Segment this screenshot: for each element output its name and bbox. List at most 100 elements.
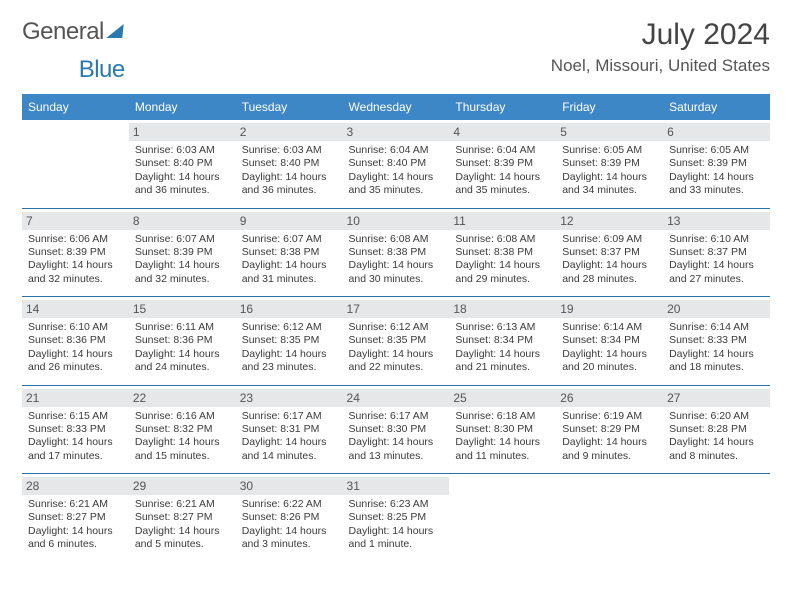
day-details: Sunrise: 6:17 AMSunset: 8:31 PMDaylight:… [242, 410, 337, 464]
day-line: Sunset: 8:39 PM [28, 246, 123, 259]
day-cell [449, 474, 556, 562]
weekday-header: Sunday [22, 94, 129, 120]
day-cell: 8Sunrise: 6:07 AMSunset: 8:39 PMDaylight… [129, 209, 236, 297]
day-cell: 9Sunrise: 6:07 AMSunset: 8:38 PMDaylight… [236, 209, 343, 297]
calendar-head: SundayMondayTuesdayWednesdayThursdayFrid… [22, 94, 770, 120]
month-title: July 2024 [551, 18, 770, 52]
day-line: Sunset: 8:25 PM [349, 511, 444, 524]
calendar-table: SundayMondayTuesdayWednesdayThursdayFrid… [22, 94, 770, 562]
day-line: and 6 minutes. [28, 538, 123, 551]
day-line: and 31 minutes. [242, 273, 337, 286]
day-number: 7 [22, 212, 129, 230]
day-line: and 36 minutes. [242, 184, 337, 197]
day-line: Daylight: 14 hours [135, 259, 230, 272]
day-line: Sunrise: 6:19 AM [562, 410, 657, 423]
day-line: Sunset: 8:39 PM [135, 246, 230, 259]
day-line: Daylight: 14 hours [242, 171, 337, 184]
day-number: 5 [556, 123, 663, 141]
day-line: Daylight: 14 hours [135, 171, 230, 184]
day-number: 28 [22, 477, 129, 495]
day-details: Sunrise: 6:17 AMSunset: 8:30 PMDaylight:… [349, 410, 444, 464]
day-details: Sunrise: 6:12 AMSunset: 8:35 PMDaylight:… [349, 321, 444, 375]
day-cell: 30Sunrise: 6:22 AMSunset: 8:26 PMDayligh… [236, 474, 343, 562]
day-line: and 26 minutes. [28, 361, 123, 374]
day-number: 23 [236, 389, 343, 407]
day-cell: 6Sunrise: 6:05 AMSunset: 8:39 PMDaylight… [663, 120, 770, 208]
day-line: Sunset: 8:36 PM [135, 334, 230, 347]
day-line: Daylight: 14 hours [242, 436, 337, 449]
day-cell: 21Sunrise: 6:15 AMSunset: 8:33 PMDayligh… [22, 386, 129, 474]
day-line: Sunrise: 6:17 AM [349, 410, 444, 423]
day-line: Daylight: 14 hours [242, 259, 337, 272]
day-line: Daylight: 14 hours [455, 259, 550, 272]
day-cell: 3Sunrise: 6:04 AMSunset: 8:40 PMDaylight… [343, 120, 450, 208]
day-line: Sunrise: 6:04 AM [455, 144, 550, 157]
day-line: Sunset: 8:27 PM [135, 511, 230, 524]
day-line: Sunrise: 6:10 AM [669, 233, 764, 246]
day-line: and 1 minute. [349, 538, 444, 551]
day-line: and 21 minutes. [455, 361, 550, 374]
day-details: Sunrise: 6:09 AMSunset: 8:37 PMDaylight:… [562, 233, 657, 287]
day-cell: 24Sunrise: 6:17 AMSunset: 8:30 PMDayligh… [343, 386, 450, 474]
day-line: Sunset: 8:30 PM [349, 423, 444, 436]
day-line: Sunset: 8:26 PM [242, 511, 337, 524]
day-number: 3 [343, 123, 450, 141]
day-number: 12 [556, 212, 663, 230]
day-line: and 32 minutes. [135, 273, 230, 286]
week-row: 1 Sunrise: 6:03 AMSunset: 8:40 PMDaylight… [22, 120, 770, 208]
day-cell: 7Sunrise: 6:06 AMSunset: 8:39 PMDaylight… [22, 209, 129, 297]
day-line: and 5 minutes. [135, 538, 230, 551]
day-line: Daylight: 14 hours [455, 171, 550, 184]
calendar-body: 1 Sunrise: 6:03 AMSunset: 8:40 PMDaylight… [22, 120, 770, 562]
day-line: Daylight: 14 hours [135, 525, 230, 538]
day-line: and 34 minutes. [562, 184, 657, 197]
day-number: 17 [343, 300, 450, 318]
day-line: Sunrise: 6:21 AM [28, 498, 123, 511]
day-line: Sunrise: 6:21 AM [135, 498, 230, 511]
day-line: Sunset: 8:33 PM [669, 334, 764, 347]
day-cell: 22Sunrise: 6:16 AMSunset: 8:32 PMDayligh… [129, 386, 236, 474]
day-details: Sunrise: 6:03 AMSunset: 8:40 PMDaylight:… [242, 144, 337, 198]
day-number: 8 [129, 212, 236, 230]
day-details: Sunrise: 6:12 AMSunset: 8:35 PMDaylight:… [242, 321, 337, 375]
day-line: Sunrise: 6:06 AM [28, 233, 123, 246]
day-line: Sunrise: 6:20 AM [669, 410, 764, 423]
day-cell: 25Sunrise: 6:18 AMSunset: 8:30 PMDayligh… [449, 386, 556, 474]
week-row: 28Sunrise: 6:21 AMSunset: 8:27 PMDayligh… [22, 474, 770, 562]
day-line: Sunrise: 6:18 AM [455, 410, 550, 423]
day-line: Sunset: 8:28 PM [669, 423, 764, 436]
day-line: and 35 minutes. [455, 184, 550, 197]
day-details: Sunrise: 6:20 AMSunset: 8:28 PMDaylight:… [669, 410, 764, 464]
day-line: Daylight: 14 hours [349, 525, 444, 538]
day-number: 21 [22, 389, 129, 407]
day-line: Sunrise: 6:08 AM [455, 233, 550, 246]
day-line: Sunrise: 6:14 AM [562, 321, 657, 334]
day-line: and 36 minutes. [135, 184, 230, 197]
day-cell: 1Sunrise: 6:03 AMSunset: 8:40 PMDaylight… [129, 120, 236, 208]
day-cell: 11Sunrise: 6:08 AMSunset: 8:38 PMDayligh… [449, 209, 556, 297]
day-cell: 17 Sunrise: 6:12 AMSunset: 8:35 PMDayligh… [343, 297, 450, 385]
brand-part2: Blue [79, 56, 125, 84]
day-line: and 9 minutes. [562, 450, 657, 463]
day-line: Sunset: 8:30 PM [455, 423, 550, 436]
day-number: 13 [663, 212, 770, 230]
day-details: Sunrise: 6:07 AMSunset: 8:38 PMDaylight:… [242, 233, 337, 287]
day-line: and 22 minutes. [349, 361, 444, 374]
day-line: Sunrise: 6:12 AM [349, 321, 444, 334]
day-number: 18 [449, 300, 556, 318]
day-line: Daylight: 14 hours [455, 436, 550, 449]
day-line: Daylight: 14 hours [135, 436, 230, 449]
day-number: 1 [129, 123, 236, 141]
day-line: Daylight: 14 hours [562, 259, 657, 272]
day-line: Sunset: 8:29 PM [562, 423, 657, 436]
day-line: Sunrise: 6:12 AM [242, 321, 337, 334]
day-details: Sunrise: 6:05 AMSunset: 8:39 PMDaylight:… [562, 144, 657, 198]
day-line: Sunset: 8:34 PM [455, 334, 550, 347]
weekday-header: Monday [129, 94, 236, 120]
day-line: Sunrise: 6:13 AM [455, 321, 550, 334]
day-line: Sunset: 8:39 PM [669, 157, 764, 170]
day-cell [556, 474, 663, 562]
day-line: Sunset: 8:40 PM [135, 157, 230, 170]
day-line: and 13 minutes. [349, 450, 444, 463]
day-cell: 26Sunrise: 6:19 AMSunset: 8:29 PMDayligh… [556, 386, 663, 474]
